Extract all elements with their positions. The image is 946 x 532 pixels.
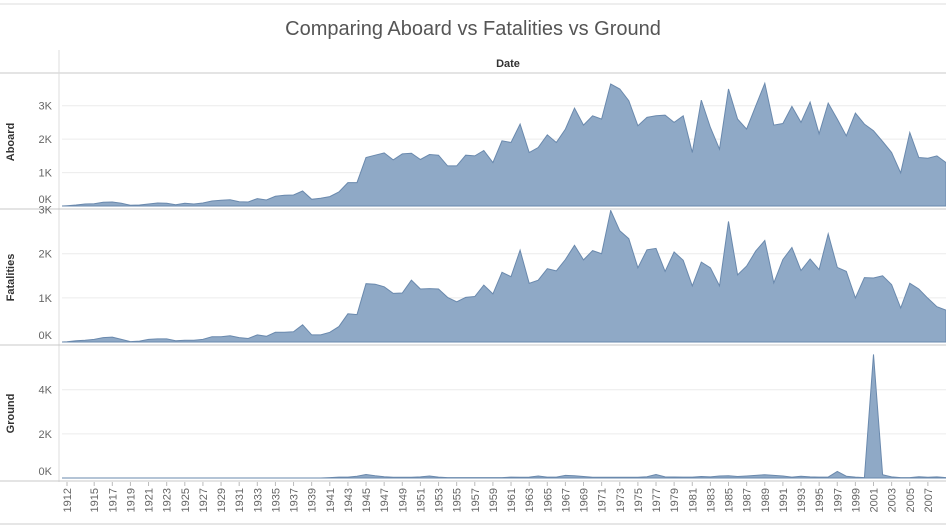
row-label-ground: Ground [5, 394, 17, 434]
x-tick-label: 1963 [524, 488, 536, 512]
x-tick-label: 1959 [488, 488, 500, 512]
x-tick-label: 1981 [687, 488, 699, 512]
x-tick-label: 1997 [832, 488, 844, 512]
x-tick-label: 1917 [107, 488, 119, 512]
y-tick-label: 0K [39, 194, 53, 206]
x-tick-label: 1949 [397, 488, 409, 512]
x-tick-label: 1943 [343, 488, 355, 512]
y-tick-label: 1K [39, 293, 53, 305]
x-tick-label: 2001 [869, 488, 881, 512]
y-tick-label: 2K [39, 429, 53, 441]
x-tick-label: 1961 [506, 488, 518, 512]
x-tick-label: 1919 [125, 488, 137, 512]
x-tick-label: 1975 [633, 488, 645, 512]
row-label-fatalities: Fatalities [5, 254, 17, 302]
x-tick-label: 1983 [705, 488, 717, 512]
x-tick-label: 1941 [325, 488, 337, 512]
x-tick-label: 1965 [542, 488, 554, 512]
y-tick-label: 3K [39, 101, 53, 113]
x-tick-label: 1951 [415, 488, 427, 512]
y-tick-label: 2K [39, 134, 53, 146]
x-tick-label: 1993 [796, 488, 808, 512]
x-tick-label: 1967 [560, 488, 572, 512]
y-tick-label: 4K [39, 385, 53, 397]
panel-fatalities: 0K 1K 2K 3K Fatalities [0, 205, 946, 346]
x-tick-label: 1955 [452, 488, 464, 512]
x-tick-label: 1925 [180, 488, 192, 512]
x-tick-label: 1999 [850, 488, 862, 512]
x-tick-label: 1915 [89, 488, 101, 512]
x-tick-label: 1977 [651, 488, 663, 512]
x-tick-label: 1945 [361, 488, 373, 512]
area-series-aboard [62, 81, 946, 207]
x-tick-label: 1912 [62, 488, 74, 512]
area-series-fatalities [62, 210, 946, 343]
x-tick-label: 1995 [814, 488, 826, 512]
x-tick-label: 1971 [597, 488, 609, 512]
panel-ground: 0K 2K 4K Ground [0, 354, 946, 482]
page-title: Comparing Aboard vs Fatalities vs Ground [285, 18, 661, 40]
x-tick-label: 1933 [252, 488, 264, 512]
panel-aboard: 0K 1K 2K 3K Aboard [0, 81, 946, 210]
x-tick-label: 1921 [144, 488, 156, 512]
x-tick-label: 1927 [198, 488, 210, 512]
x-tick-label: 2005 [905, 488, 917, 512]
x-tick-label: 1973 [615, 488, 627, 512]
x-tick-label: 1953 [434, 488, 446, 512]
column-header-date: Date [496, 58, 520, 70]
y-tick-label: 2K [39, 249, 53, 261]
x-tick-label: 1923 [162, 488, 174, 512]
area-series-ground [62, 354, 946, 479]
y-tick-label: 1K [39, 168, 53, 180]
x-tick-label: 1989 [760, 488, 772, 512]
x-tick-label: 1935 [270, 488, 282, 512]
x-tick-label: 1969 [579, 488, 591, 512]
x-tick-label: 2003 [887, 488, 899, 512]
y-tick-label: 3K [39, 205, 53, 217]
x-tick-label: 1939 [307, 488, 319, 512]
x-tick-label: 1947 [379, 488, 391, 512]
x-tick-label: 2007 [923, 488, 935, 512]
x-tick-label: 1957 [470, 488, 482, 512]
x-tick-label: 1985 [724, 488, 736, 512]
x-tick-label: 1931 [234, 488, 246, 512]
x-tick-label: 1937 [289, 488, 301, 512]
row-label-aboard: Aboard [5, 123, 17, 162]
x-tick-label: 1929 [216, 488, 228, 512]
x-tick-label: 1991 [778, 488, 790, 512]
y-tick-label: 0K [39, 330, 53, 342]
x-tick-label: 1987 [742, 488, 754, 512]
y-tick-label: 0K [39, 466, 53, 478]
x-tick-label: 1979 [669, 488, 681, 512]
